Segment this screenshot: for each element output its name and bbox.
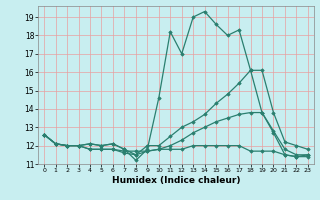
X-axis label: Humidex (Indice chaleur): Humidex (Indice chaleur) [112, 176, 240, 185]
